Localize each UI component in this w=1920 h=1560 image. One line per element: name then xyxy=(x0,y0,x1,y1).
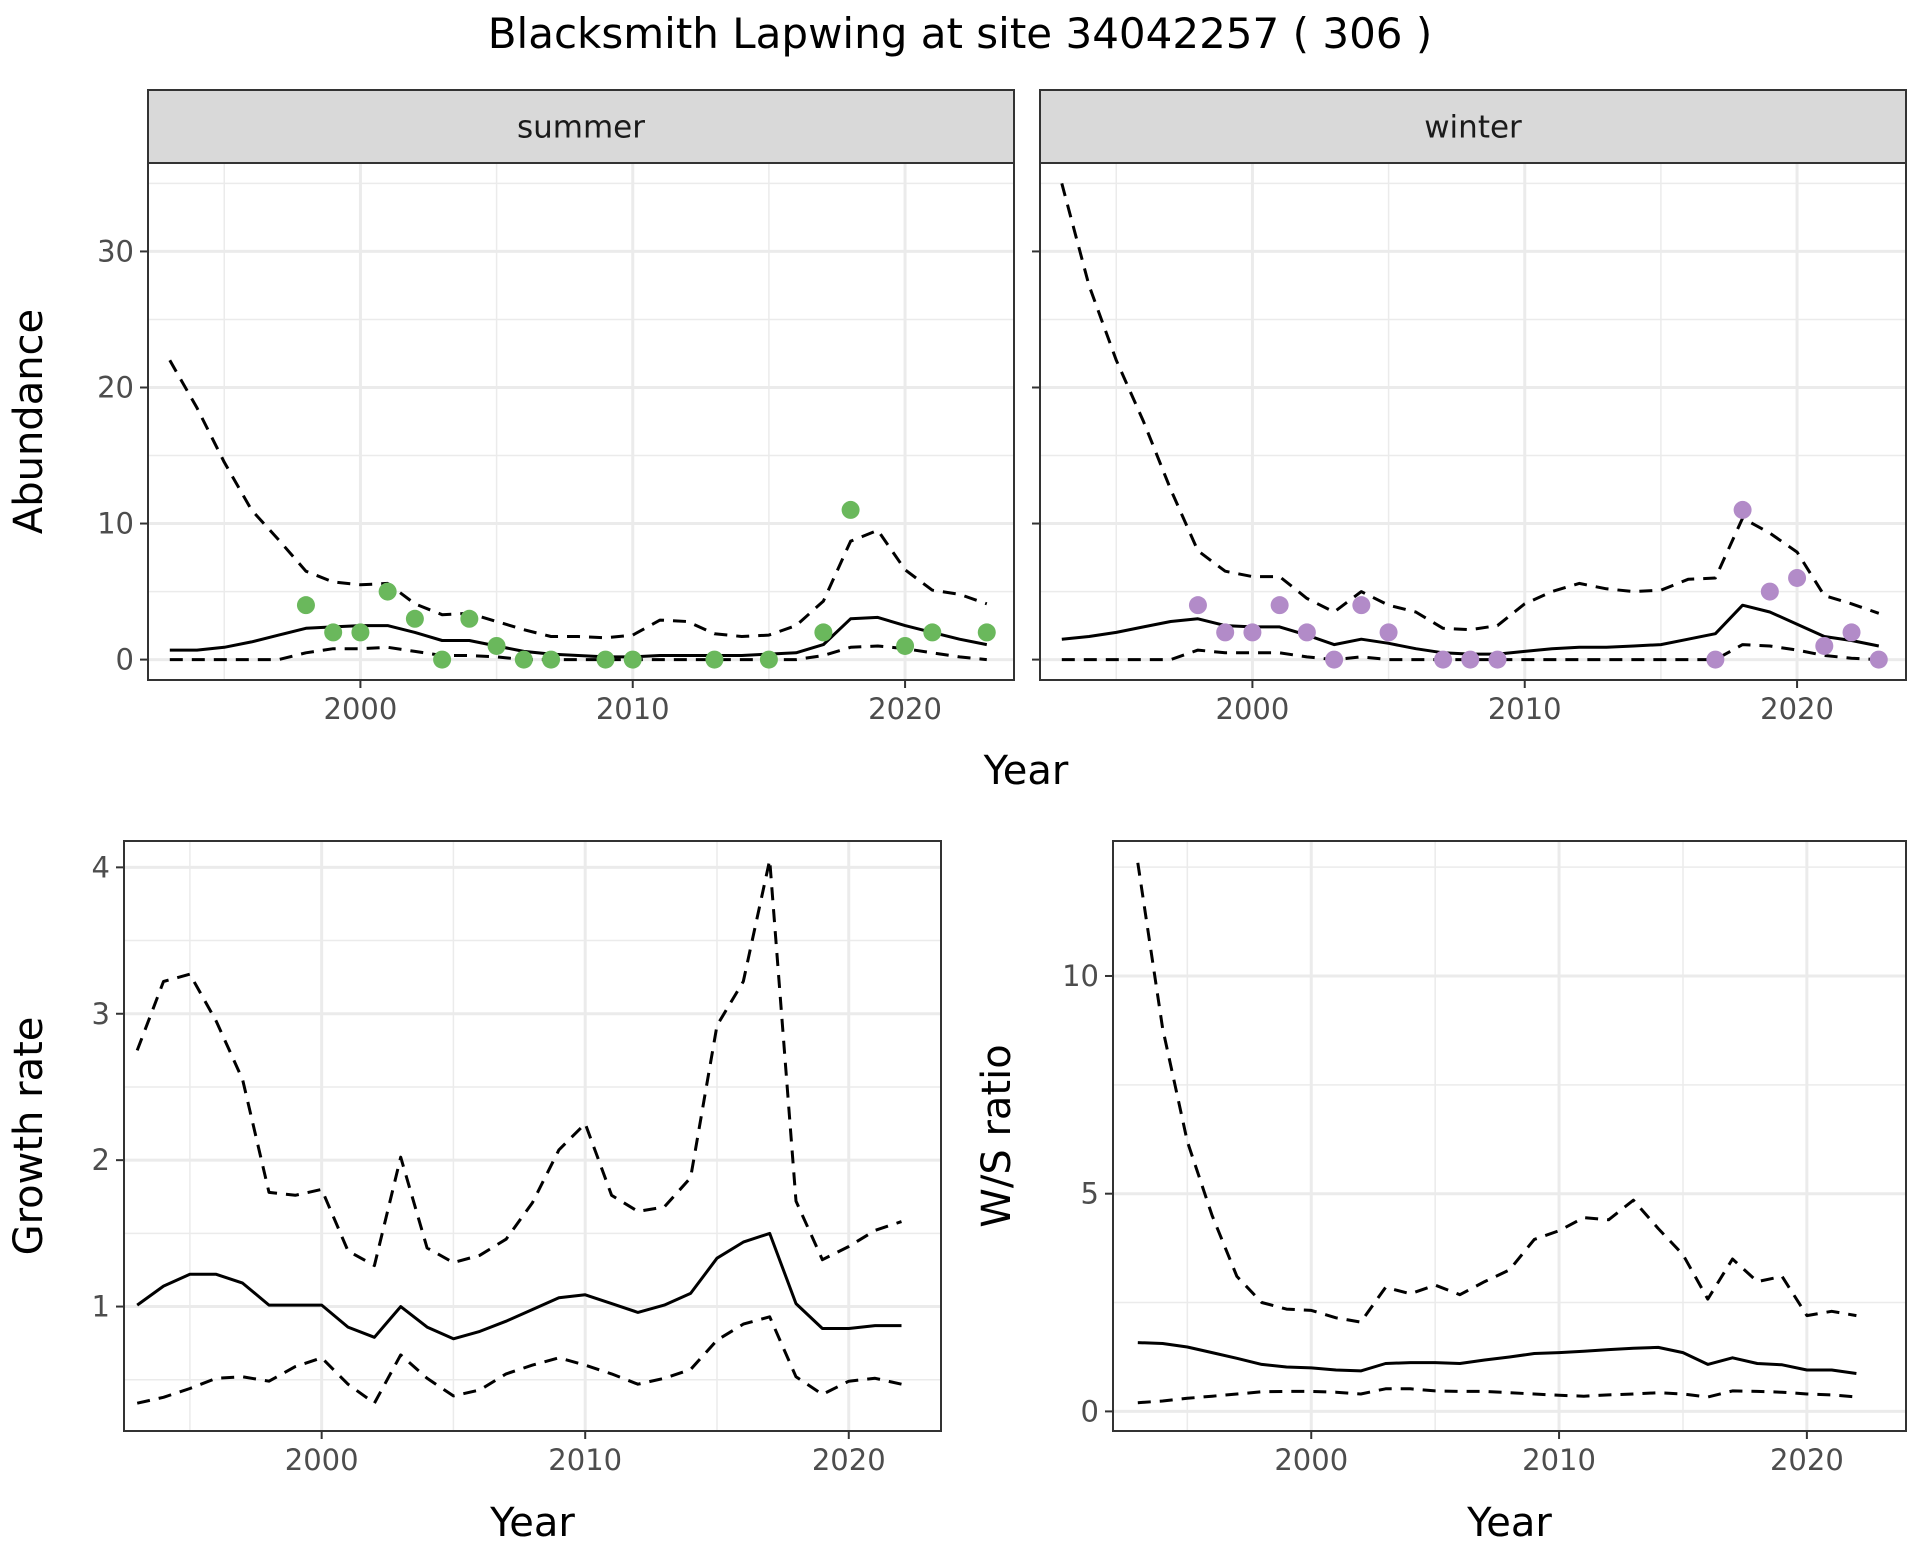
chart0-y-tick-label: 30 xyxy=(97,234,134,268)
chart3-x-tick-label: 2000 xyxy=(1274,1443,1348,1477)
chart1-data-point xyxy=(1706,650,1725,669)
chart2-y-tick-label: 3 xyxy=(92,997,110,1031)
chart0-data-point xyxy=(487,636,506,655)
chart0-data-point xyxy=(841,500,860,519)
chart3-panel-border xyxy=(1112,840,1907,1432)
chart0-data-point xyxy=(896,636,915,655)
chart3-y-tick-label: 10 xyxy=(1062,959,1099,993)
chart2-plot-background xyxy=(124,841,941,1431)
chart0-data-point xyxy=(460,609,479,628)
chart1-data-point xyxy=(1815,636,1834,655)
chart1-data-point xyxy=(1869,650,1888,669)
chart2-panel-border xyxy=(123,840,942,1432)
chart1-data-point xyxy=(1733,500,1752,519)
chart1-x-tick-label: 2010 xyxy=(1488,692,1562,726)
chart0-y-tick-label: 10 xyxy=(97,507,134,541)
winter-panel: winter 2000 2010 2020 xyxy=(1032,89,1907,726)
chart0-x-tick-label: 2020 xyxy=(868,692,942,726)
chart2-y-tick-label: 1 xyxy=(92,1290,110,1324)
ws-ratio-panel: 2000 2010 2020 0 5 10 W/S ratio Year xyxy=(974,840,1907,1546)
figure-title: Blacksmith Lapwing at site 34042257 ( 30… xyxy=(488,9,1433,58)
chart1-data-point xyxy=(1379,623,1398,642)
chart2-y-tick-label: 4 xyxy=(92,850,110,884)
summer-panel: summer 2000 2010 2020 0 10 20 30 Abundance xyxy=(6,89,1015,726)
chart1-data-point xyxy=(1461,650,1480,669)
chart0-y-axis-title: Abundance xyxy=(6,309,52,534)
chart0-data-point xyxy=(405,609,424,628)
chart3-series-bound-line xyxy=(1136,862,1857,1324)
chart1-x-tick-label: 2000 xyxy=(1216,692,1290,726)
chart0-data-point xyxy=(324,623,343,642)
chart2-x-tick-label: 2010 xyxy=(548,1443,622,1477)
chart0-data-point xyxy=(351,623,370,642)
chart1-x-tick-label: 2020 xyxy=(1760,692,1834,726)
chart1-data-point xyxy=(1352,596,1371,615)
chart3-y-tick-label: 0 xyxy=(1081,1394,1099,1428)
chart1-data-point xyxy=(1760,582,1779,601)
chart0-data-point xyxy=(705,650,724,669)
chart0-plot-background xyxy=(148,163,1014,680)
chart1-data-point xyxy=(1188,596,1207,615)
chart1-data-point xyxy=(1488,650,1507,669)
chart0-series-bound-line xyxy=(169,644,987,662)
chart0-data-point xyxy=(759,650,778,669)
abundance-x-axis-title: Year xyxy=(983,748,1069,794)
chart2-x-axis-title: Year xyxy=(489,1500,575,1546)
chart0-data-point xyxy=(378,582,397,601)
chart0-data-point xyxy=(623,650,642,669)
chart0-data-point xyxy=(923,623,942,642)
chart0-series-estimate-line xyxy=(169,615,988,659)
chart1-data-point xyxy=(1270,596,1289,615)
chart0-y-tick-label: 20 xyxy=(97,370,134,404)
chart2-y-axis-title: Growth rate xyxy=(6,1017,52,1256)
chart0-data-point xyxy=(514,650,533,669)
chart1-data-point xyxy=(1842,623,1861,642)
chart0-x-tick-label: 2010 xyxy=(596,692,670,726)
growth-rate-panel: 2000 2010 2020 1 2 3 4 Growth rate Year xyxy=(6,840,942,1546)
chart2-y-tick-label: 2 xyxy=(92,1143,110,1177)
chart2-series-estimate-line xyxy=(136,1231,902,1341)
chart3-x-tick-label: 2010 xyxy=(1522,1443,1596,1477)
chart3-y-axis-title: W/S ratio xyxy=(974,1044,1020,1227)
chart0-data-point xyxy=(596,650,615,669)
chart3-x-axis-title: Year xyxy=(1466,1500,1552,1546)
chart1-data-point xyxy=(1788,568,1807,587)
chart3-series-bound-line xyxy=(1137,1387,1857,1405)
chart1-data-point xyxy=(1243,623,1262,642)
chart1-data-point xyxy=(1216,623,1235,642)
chart3-series-estimate-line xyxy=(1137,1341,1857,1375)
chart0-x-tick-label: 2000 xyxy=(324,692,398,726)
chart1-data-point xyxy=(1434,650,1453,669)
chart3-x-tick-label: 2020 xyxy=(1770,1443,1844,1477)
chart0-y-tick-label: 0 xyxy=(116,643,134,677)
chart0-data-point xyxy=(542,650,561,669)
chart1-plot-background xyxy=(1040,163,1906,680)
chart1-strip-label: winter xyxy=(1424,110,1522,146)
chart1-series-bound-line xyxy=(1061,643,1879,662)
chart3-plot-background xyxy=(1113,841,1906,1431)
chart2-x-tick-label: 2000 xyxy=(285,1443,359,1477)
chart2-x-tick-label: 2020 xyxy=(812,1443,886,1477)
chart2-series-bound-line xyxy=(135,858,902,1268)
chart0-strip-background xyxy=(147,89,1015,164)
chart0-data-point xyxy=(433,650,452,669)
chart0-strip-label: summer xyxy=(517,110,645,146)
chart1-data-point xyxy=(1325,650,1344,669)
chart1-data-point xyxy=(1297,623,1316,642)
chart0-data-point xyxy=(977,623,996,642)
chart3-y-tick-label: 5 xyxy=(1081,1177,1099,1211)
chart0-data-point xyxy=(296,596,315,615)
chart0-series-bound-line xyxy=(168,359,988,640)
chart0-data-point xyxy=(814,623,833,642)
chart1-strip-background xyxy=(1039,89,1907,164)
